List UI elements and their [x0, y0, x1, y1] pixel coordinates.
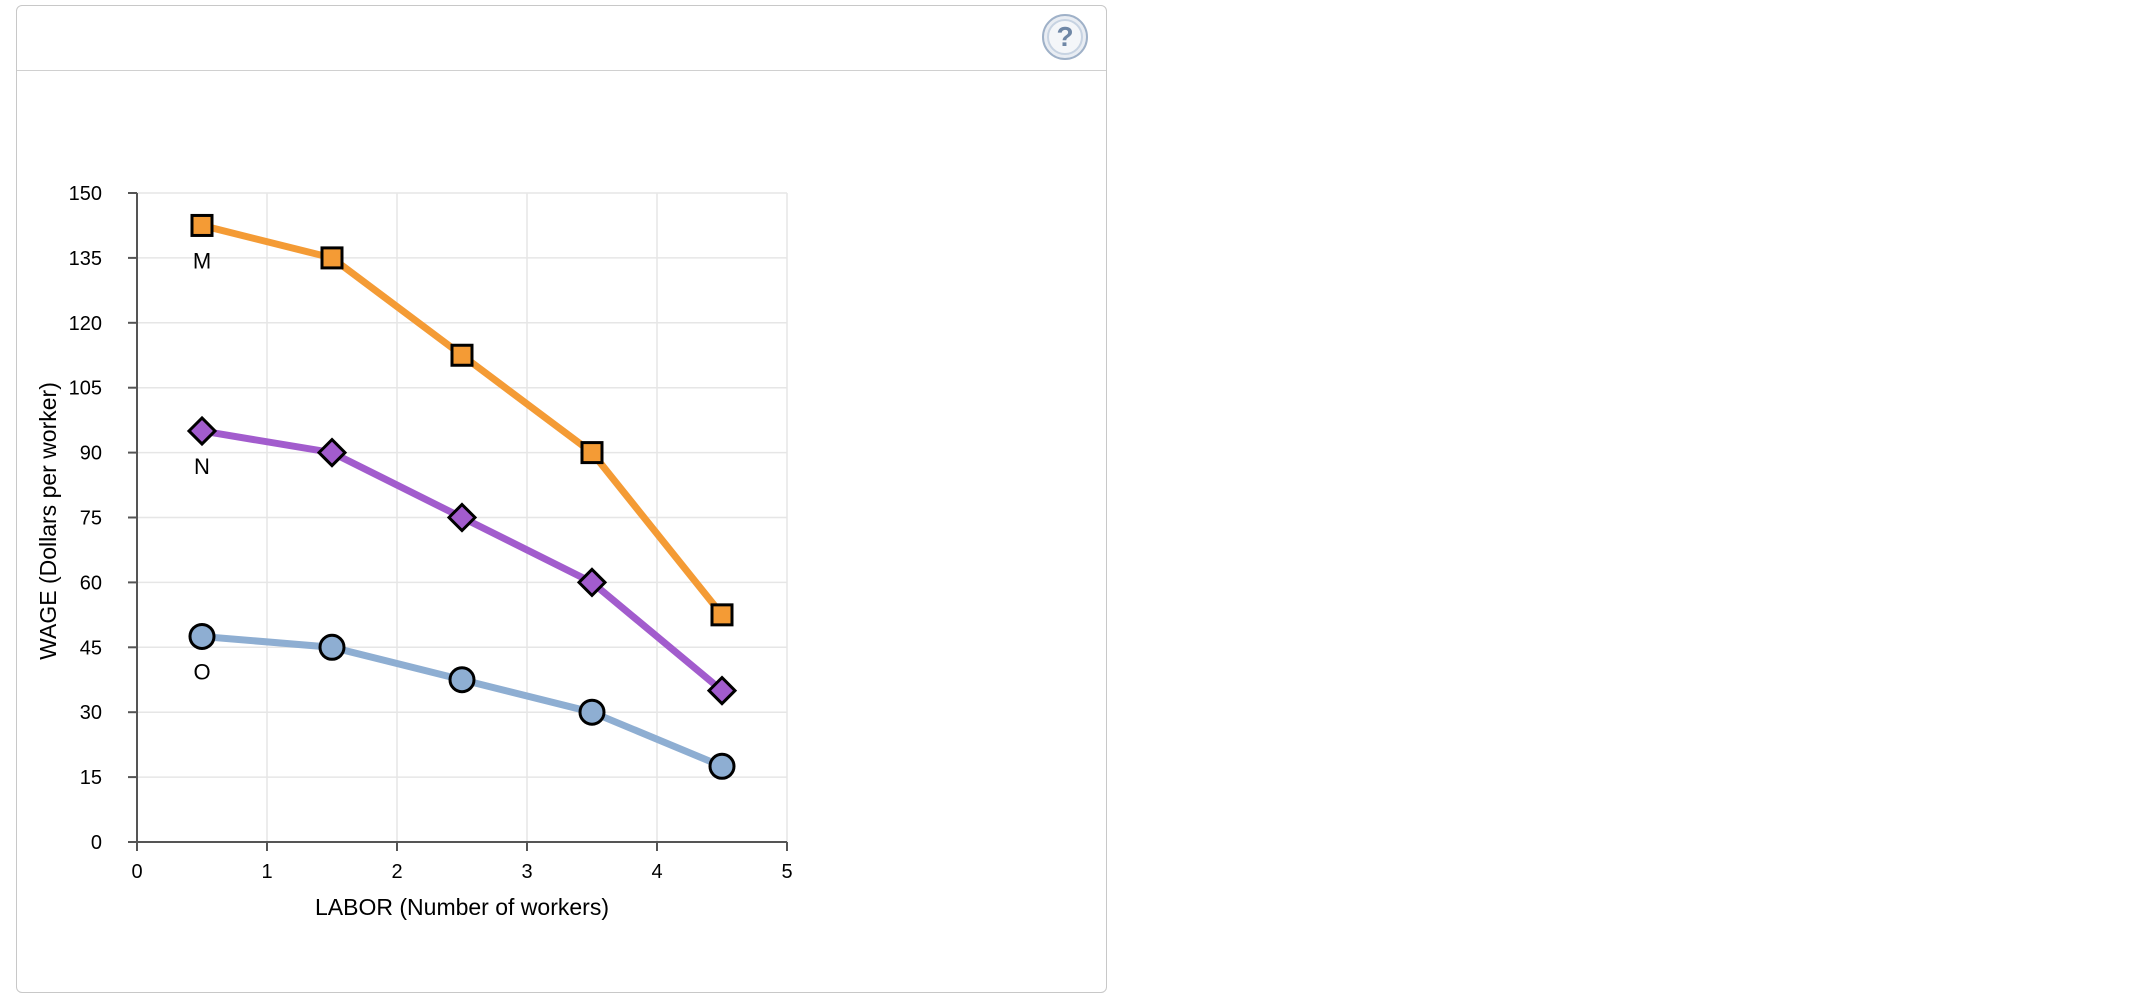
series-labels: M N O [193, 248, 211, 684]
series-line-O [201, 632, 724, 770]
x-axis-title: LABOR (Number of workers) [315, 894, 609, 920]
point-O[interactable] [188, 622, 216, 650]
point-N[interactable] [576, 567, 608, 598]
graph-panel: ? [16, 5, 1107, 993]
point-M[interactable] [190, 213, 214, 237]
point-M[interactable] [320, 246, 344, 270]
series-label-O: O [193, 659, 210, 684]
x-tick-label: 4 [651, 861, 662, 883]
grid [137, 192, 788, 842]
y-tick-label: 45 [80, 637, 102, 659]
series-label-M: M [193, 248, 211, 273]
series-label-N: N [194, 454, 210, 479]
x-tick-label: 0 [131, 861, 142, 883]
help-button[interactable]: ? [1042, 14, 1088, 60]
series-markers[interactable] [186, 213, 738, 780]
y-tick-label: 135 [69, 248, 102, 270]
point-O[interactable] [448, 666, 476, 694]
x-tick-label: 5 [781, 861, 792, 883]
series-line-N [201, 427, 725, 694]
x-tick-label: 1 [261, 861, 272, 883]
point-N[interactable] [446, 502, 478, 533]
y-tick-label: 15 [80, 767, 102, 789]
point-O[interactable] [708, 752, 736, 780]
y-tick-label: 120 [69, 313, 102, 335]
point-O[interactable] [318, 633, 346, 661]
point-N[interactable] [186, 415, 218, 447]
point-N[interactable] [316, 437, 348, 468]
panel-header: ? [17, 6, 1106, 71]
x-tick-label: 2 [391, 861, 402, 883]
y-tick-label: 30 [80, 702, 102, 724]
point-M[interactable] [710, 603, 734, 627]
x-tick-label: 3 [521, 861, 532, 883]
y-tick-label: 105 [69, 378, 102, 400]
y-tick-label: 150 [69, 183, 102, 205]
y-tick-label: 90 [80, 443, 102, 465]
point-M[interactable] [450, 343, 474, 367]
y-axis-title: WAGE (Dollars per worker) [35, 382, 61, 660]
y-tick-label: 60 [80, 572, 102, 594]
series-line-M [201, 222, 725, 618]
help-glyph: ? [1056, 21, 1074, 52]
y-tick-label: 75 [80, 508, 102, 530]
y-tick-label: 0 [91, 832, 102, 854]
point-N[interactable] [706, 675, 738, 706]
point-M[interactable] [580, 441, 604, 465]
question-mark-icon: ? [1047, 19, 1083, 55]
point-O[interactable] [578, 698, 606, 726]
